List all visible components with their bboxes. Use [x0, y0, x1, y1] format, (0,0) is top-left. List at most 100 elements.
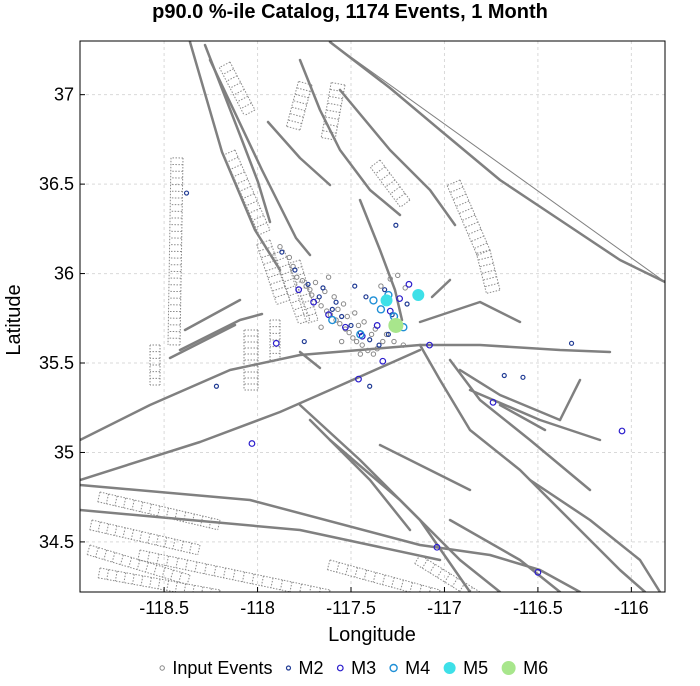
legend-label-m4: M4	[405, 658, 430, 678]
x-tick-label: -118.5	[139, 598, 189, 618]
fault-zone-hatch	[99, 491, 221, 521]
x-tick-label: -117.5	[326, 598, 376, 618]
fault-zone-hatch	[375, 166, 386, 175]
fault-zone-hatch	[328, 95, 343, 100]
fault-zone-hatch	[223, 149, 236, 156]
point-m2	[376, 342, 382, 348]
point-m2	[352, 283, 358, 289]
point-m3	[618, 427, 626, 435]
fault-zone-hatch	[246, 200, 258, 207]
fault-zone-hatch	[234, 149, 271, 231]
point-input-events	[380, 338, 386, 345]
fault-zone-hatch	[479, 262, 494, 268]
point-m2	[333, 299, 339, 305]
point-input-events	[361, 319, 367, 325]
fault-zone-hatch	[295, 312, 308, 318]
fault-zone-hatch	[288, 259, 301, 264]
point-m2	[568, 340, 575, 346]
fault-zone-hatch	[324, 116, 339, 120]
fault-zone-hatch	[249, 207, 261, 214]
fault-trace	[208, 58, 312, 257]
chart-title: p90.0 %-ile Catalog, 1174 Events, 1 Mont…	[152, 1, 548, 23]
point-m4	[328, 315, 337, 325]
fault-trace	[338, 88, 457, 227]
point-input-events	[307, 286, 313, 293]
point-input-events	[352, 310, 358, 316]
point-input-events	[325, 274, 332, 280]
fault-zone-hatch	[296, 87, 311, 92]
fault-trace	[418, 343, 647, 592]
x-axis-label: Longitude	[328, 624, 416, 646]
legend-label-input-events: Input Events	[172, 658, 272, 678]
fault-trace	[458, 368, 562, 422]
fault-zone-hatch	[327, 102, 342, 107]
point-input-events	[318, 303, 324, 309]
point-m2	[348, 322, 354, 329]
point-m3	[489, 398, 497, 406]
fault-zone-hatch	[293, 305, 305, 311]
point-m2	[292, 267, 298, 273]
fault-zone-hatch	[385, 179, 396, 188]
fault-trace	[528, 478, 662, 592]
fault-zone-hatch	[230, 164, 242, 170]
fault-zone-hatch	[380, 172, 391, 181]
fault-zone-hatch	[288, 119, 302, 125]
fault-zone-hatch	[226, 75, 238, 82]
fault-trace	[498, 403, 547, 432]
point-input-events	[312, 279, 319, 286]
fault-zone-hatch	[370, 159, 381, 168]
fault-trace	[430, 278, 452, 299]
point-input-events	[344, 313, 350, 320]
fault-zone-hatch	[390, 186, 401, 195]
fault-zone-hatch	[455, 200, 470, 207]
point-m3	[248, 440, 256, 447]
legend-label-m6: M6	[523, 658, 548, 678]
fault-zone-hatch	[236, 95, 249, 103]
fault-zone-hatch	[304, 312, 317, 318]
point-m4	[369, 296, 378, 305]
fault-zone-hatch	[476, 249, 491, 254]
fault-trace	[328, 41, 665, 284]
fault-zone-hatch	[137, 559, 294, 592]
fault-zone-hatch	[475, 253, 487, 294]
fault-zone-hatch	[302, 306, 315, 311]
point-m5	[380, 294, 393, 307]
fault-zone-hatch	[294, 93, 309, 99]
fault-trace	[80, 343, 612, 442]
point-input-events	[383, 331, 390, 338]
point-input-events	[370, 351, 377, 357]
legend-marker-input-events	[159, 665, 165, 671]
fault-trace	[448, 358, 592, 492]
point-input-events	[294, 274, 300, 280]
fault-zone-hatch	[322, 130, 337, 134]
x-tick-label: -116.5	[513, 598, 563, 618]
point-m2	[404, 301, 410, 307]
point-m2	[393, 222, 399, 228]
fault-zone-hatch	[229, 61, 256, 111]
fault-zone-hatch	[464, 221, 479, 228]
plot-background	[80, 41, 665, 592]
fault-zone-hatch	[484, 282, 499, 288]
fault-zone-hatch	[263, 259, 277, 265]
point-m3	[379, 357, 387, 365]
fault-trace	[329, 41, 665, 283]
fault-zone-hatch	[470, 235, 485, 242]
fault-zone-hatch	[449, 186, 464, 193]
fault-zone-hatch	[233, 171, 245, 178]
point-m3	[341, 323, 349, 331]
tick-layer: -118.5 -118 -117.5 -117 -116.5 -116 34.5 35 35.5…	[39, 85, 649, 618]
fault-zone-hatch	[306, 319, 319, 324]
fault-trace	[378, 443, 472, 492]
point-m3	[396, 295, 404, 303]
fault-zone-hatch	[321, 137, 336, 141]
fault-zone-hatch	[293, 100, 307, 105]
fault-zone-hatch	[240, 102, 252, 110]
fault-zone-hatch	[91, 519, 201, 546]
fault-zone-hatch	[446, 185, 478, 256]
point-m2	[320, 285, 326, 291]
fault-zone-hatch	[298, 80, 313, 86]
fault-zone-hatch	[252, 214, 264, 221]
point-input-events	[350, 335, 356, 341]
point-input-events	[309, 292, 315, 298]
fault-layer	[80, 41, 665, 592]
